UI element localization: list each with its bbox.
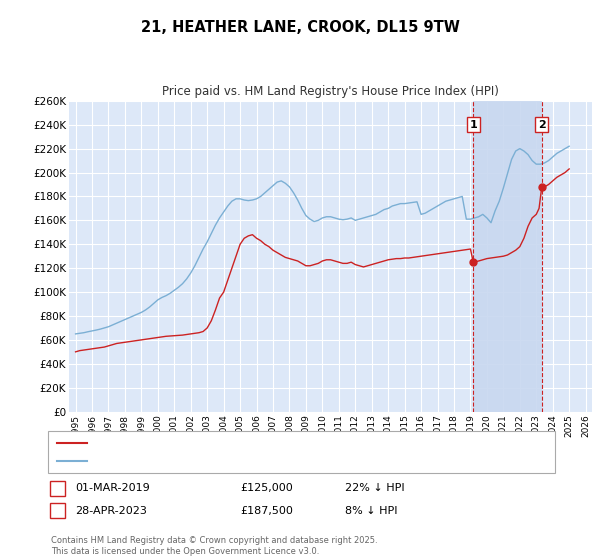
Text: 21, HEATHER LANE, CROOK, DL15 9TW (detached house): 21, HEATHER LANE, CROOK, DL15 9TW (detac… <box>93 438 391 448</box>
Text: 1: 1 <box>469 120 477 130</box>
Text: 1: 1 <box>54 483 61 493</box>
Text: HPI: Average price, detached house, County Durham: HPI: Average price, detached house, Coun… <box>93 456 368 466</box>
Text: 22% ↓ HPI: 22% ↓ HPI <box>345 483 404 493</box>
Text: 2: 2 <box>54 506 61 516</box>
Text: 01-MAR-2019: 01-MAR-2019 <box>75 483 150 493</box>
Text: 21, HEATHER LANE, CROOK, DL15 9TW: 21, HEATHER LANE, CROOK, DL15 9TW <box>140 20 460 35</box>
Title: Price paid vs. HM Land Registry's House Price Index (HPI): Price paid vs. HM Land Registry's House … <box>162 85 499 98</box>
Text: Contains HM Land Registry data © Crown copyright and database right 2025.
This d: Contains HM Land Registry data © Crown c… <box>51 536 377 556</box>
Bar <box>473 101 542 412</box>
Text: 8% ↓ HPI: 8% ↓ HPI <box>345 506 398 516</box>
Text: 2: 2 <box>538 120 545 130</box>
Text: £187,500: £187,500 <box>240 506 293 516</box>
Text: £125,000: £125,000 <box>240 483 293 493</box>
Text: 28-APR-2023: 28-APR-2023 <box>75 506 147 516</box>
